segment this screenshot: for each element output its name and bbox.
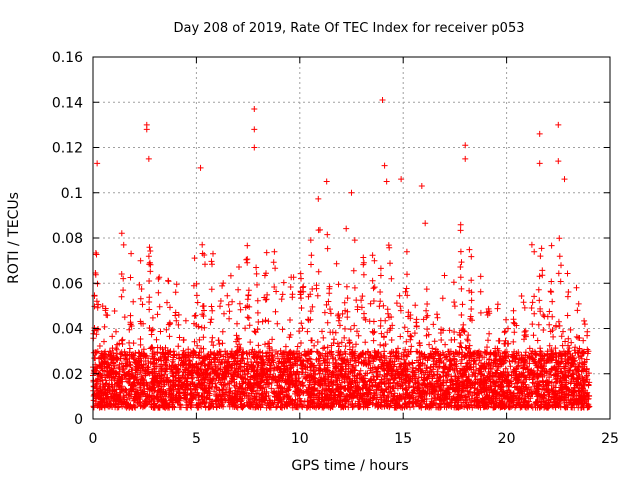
x-axis-label: GPS time / hours [291, 458, 408, 474]
axis-ticks [92, 56, 611, 420]
grid-layer [93, 57, 610, 419]
roti-peak-point [251, 106, 258, 113]
roti-point-cloud [90, 195, 593, 411]
roti-peak-point [555, 121, 562, 128]
y-tick-label: 0.16 [52, 50, 83, 66]
roti-peak-point [536, 160, 543, 167]
roti-peak-point [462, 142, 469, 149]
roti-peak-point [251, 126, 258, 133]
roti-peak-point [251, 144, 258, 151]
roti-peak-point [323, 178, 330, 185]
roti-peak-point [462, 155, 469, 162]
roti-peak-point [143, 126, 150, 133]
data-points [90, 96, 593, 411]
y-tick-label: 0.06 [52, 276, 83, 292]
x-tick-label: 25 [601, 431, 619, 447]
roti-peak-point [383, 178, 390, 185]
y-tick-label: 0 [74, 412, 83, 428]
y-axis-label: ROTI / TECUs [6, 192, 22, 284]
roti-peak-point [197, 164, 204, 171]
x-tick-labels: 0 5 10 15 20 25 [89, 431, 619, 447]
roti-peak-point [561, 176, 568, 183]
roti-peak-point [418, 182, 425, 189]
x-tick-label: 15 [394, 431, 412, 447]
x-tick-label: 20 [498, 431, 516, 447]
chart-title: Day 208 of 2019, Rate Of TEC Index for r… [174, 21, 525, 36]
roti-peak-point [94, 160, 101, 167]
x-tick-label: 0 [89, 431, 98, 447]
x-tick-label: 10 [291, 431, 309, 447]
y-tick-label: 0.14 [52, 95, 83, 111]
roti-peak-point [379, 96, 386, 103]
roti-peak-point [536, 130, 543, 137]
roti-peak-point [398, 176, 405, 183]
y-tick-label: 0.04 [52, 322, 83, 338]
roti-peak-point [555, 158, 562, 165]
y-tick-label: 0.12 [52, 141, 83, 157]
x-tick-label: 5 [192, 431, 201, 447]
y-tick-label: 0.1 [61, 186, 83, 202]
roti-peak-point [145, 155, 152, 162]
roti-peak-point [348, 189, 355, 196]
y-tick-label: 0.08 [52, 231, 83, 247]
y-tick-labels: 0 0.02 0.04 0.06 0.08 0.1 0.12 0.14 0.16 [52, 50, 83, 428]
y-tick-label: 0.02 [52, 367, 83, 383]
roti-peak-point [381, 162, 388, 169]
